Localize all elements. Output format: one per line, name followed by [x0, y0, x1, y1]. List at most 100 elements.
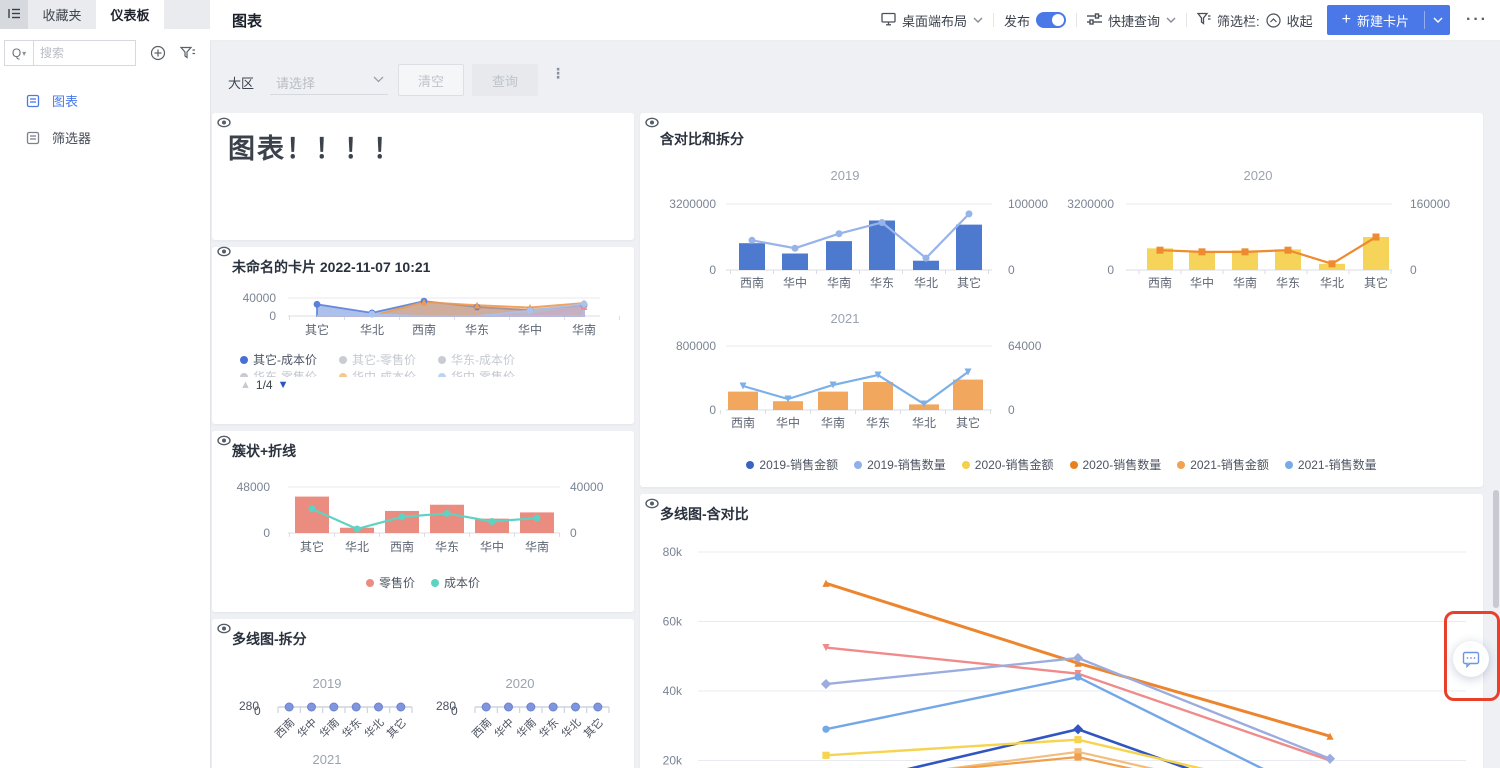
legend-item[interactable]: 2021-销售数量: [1284, 456, 1377, 473]
legend-item[interactable]: 2020-销售金额: [961, 456, 1054, 473]
svg-text:其它: 其它: [383, 715, 408, 740]
sidebar-tab-0[interactable]: 收藏夹: [28, 0, 96, 29]
legend-row: 华东-零售价 华中-成本价 华中-零售价: [240, 368, 610, 377]
svg-text:西南: 西南: [1148, 275, 1172, 290]
divider: [992, 13, 994, 27]
sidebar-tab-1[interactable]: 仪表板: [96, 0, 164, 29]
region-select[interactable]: 请选择: [270, 68, 388, 95]
svg-text:西南: 西南: [740, 275, 764, 290]
card-visibility-eye-icon[interactable]: [217, 621, 231, 639]
svg-text:0: 0: [709, 403, 716, 417]
layout-mode-label: 桌面端布局: [901, 13, 967, 29]
scrollbar-thumb[interactable]: [1493, 490, 1499, 608]
select-placeholder: 请选择: [276, 76, 316, 91]
header-toolbar: 桌面端布局 发布 快捷查询 筛选栏:: [881, 0, 1488, 40]
sidebar-item-1[interactable]: 筛选器: [0, 119, 210, 156]
query-button[interactable]: 查询: [472, 64, 538, 96]
legend-item[interactable]: 华东-成本价: [438, 351, 515, 368]
svg-text:0: 0: [1410, 263, 1417, 277]
sidebar-search-row: Q ▾: [4, 40, 206, 66]
card-compare: 含对比和拆分 2019 3200000 0 100000 0 西南 华中 华南 华东 华北 其它 20…: [640, 113, 1483, 487]
new-card-dropdown-button[interactable]: [1425, 5, 1450, 35]
sidebar-collapse-button[interactable]: [0, 0, 28, 29]
legend-item[interactable]: 华中-成本价: [339, 368, 416, 377]
svg-text:0: 0: [451, 704, 458, 718]
card-visibility-eye-icon[interactable]: [217, 244, 231, 262]
layout-mode-dropdown[interactable]: 桌面端布局: [881, 11, 983, 30]
add-circle-icon[interactable]: [150, 45, 166, 61]
chevron-down-icon: [373, 76, 384, 83]
card-visibility-eye-icon[interactable]: [645, 115, 659, 133]
card-split: 多线图-拆分 2019 280 0 西南 华中 华南 华东 华北 其它 2020 280 0 西南 华中华…: [212, 619, 634, 768]
card-title: 多线图-拆分: [232, 631, 307, 647]
multiline-chart: 80k 60k 40k 20k: [663, 545, 1466, 768]
collapse-label[interactable]: 收起: [1286, 13, 1313, 29]
svg-text:华北: 华北: [361, 715, 386, 740]
new-card-label: 新建卡片: [1357, 13, 1410, 29]
svg-text:华北: 华北: [558, 715, 583, 740]
legend-item[interactable]: 零售价: [365, 574, 415, 591]
publish-label: 发布: [1003, 13, 1030, 29]
svg-text:2019: 2019: [313, 676, 342, 691]
card-title: 多线图-含对比: [660, 506, 749, 522]
card-cluster: 簇状+折线 48000 0 40000 0 其它 华北 西南 华东 华中 华南 零售价 成本价: [212, 431, 634, 612]
legend-item[interactable]: 其它-成本价: [240, 351, 317, 368]
svg-text:西南: 西南: [731, 415, 755, 430]
kebab-icon[interactable]: ⋮: [551, 65, 565, 81]
card-multiline: 多线图-含对比 80k 60k 40k 20k: [640, 494, 1483, 768]
legend-item[interactable]: 其它-零售价: [339, 351, 416, 368]
svg-text:3200000: 3200000: [1067, 197, 1114, 211]
svg-text:160000: 160000: [1410, 197, 1450, 211]
search-input[interactable]: [34, 41, 135, 65]
legend: 零售价 成本价: [212, 574, 634, 591]
svg-text:0: 0: [709, 263, 716, 277]
svg-text:西南: 西南: [273, 716, 298, 741]
svg-text:华中: 华中: [294, 715, 319, 740]
legend-item[interactable]: 2021-销售金额: [1177, 456, 1269, 473]
search-icon: Q: [11, 46, 22, 60]
filter-list-icon[interactable]: [180, 46, 196, 61]
svg-text:华南: 华南: [513, 715, 538, 740]
svg-text:800000: 800000: [676, 339, 716, 353]
legend-item[interactable]: 华中-零售价: [438, 368, 515, 377]
sidebar-item-0[interactable]: 图表: [0, 82, 210, 119]
filter-bar-group: 筛选栏: 收起: [1196, 11, 1313, 30]
clear-button[interactable]: 清空: [398, 64, 464, 96]
more-icon[interactable]: ···: [1466, 11, 1488, 28]
collapse-circle-icon[interactable]: [1266, 12, 1281, 28]
page-title: 图表: [232, 12, 263, 30]
svg-text:华东: 华东: [870, 276, 894, 290]
svg-text:40000: 40000: [570, 480, 604, 494]
new-card-button[interactable]: + 新建卡片: [1326, 5, 1451, 35]
split-dot-chart: 20192800西南华中华南华东华北其它20202800西南华中华南华东华北其它…: [239, 676, 610, 767]
card-visibility-eye-icon[interactable]: [217, 115, 231, 133]
svg-text:0: 0: [570, 526, 577, 540]
search-scope-button[interactable]: Q ▾: [5, 41, 34, 65]
svg-text:0: 0: [269, 309, 276, 323]
monitor-icon: [881, 12, 896, 29]
svg-text:华中: 华中: [480, 539, 504, 554]
card-visibility-eye-icon[interactable]: [645, 496, 659, 514]
quick-query-dropdown[interactable]: 快捷查询: [1087, 11, 1176, 30]
legend-item[interactable]: 华东-零售价: [240, 368, 317, 377]
svg-text:280: 280: [436, 699, 456, 713]
publish-toggle[interactable]: [1036, 12, 1066, 28]
feedback-button[interactable]: [1453, 641, 1489, 677]
legend-item[interactable]: 成本价: [431, 574, 480, 591]
legend-item[interactable]: 2020-销售数量: [1069, 456, 1161, 473]
legend-item[interactable]: 2019-销售数量: [854, 456, 946, 473]
svg-text:2020: 2020: [506, 676, 535, 691]
svg-text:西南: 西南: [390, 539, 414, 554]
svg-text:华东: 华东: [866, 416, 890, 430]
svg-text:2021: 2021: [313, 752, 342, 767]
card-title: 簇状+折线: [232, 443, 297, 459]
legend-item[interactable]: 2019-销售金额: [746, 456, 838, 473]
card-visibility-eye-icon[interactable]: [217, 433, 231, 451]
svg-text:华东: 华东: [339, 715, 364, 740]
tab-filler: [164, 0, 210, 29]
svg-text:20k: 20k: [663, 754, 683, 768]
pager-down-icon[interactable]: ▼: [277, 379, 289, 391]
svg-text:华南: 华南: [821, 415, 845, 430]
pager-up-icon[interactable]: ▲: [240, 379, 251, 391]
